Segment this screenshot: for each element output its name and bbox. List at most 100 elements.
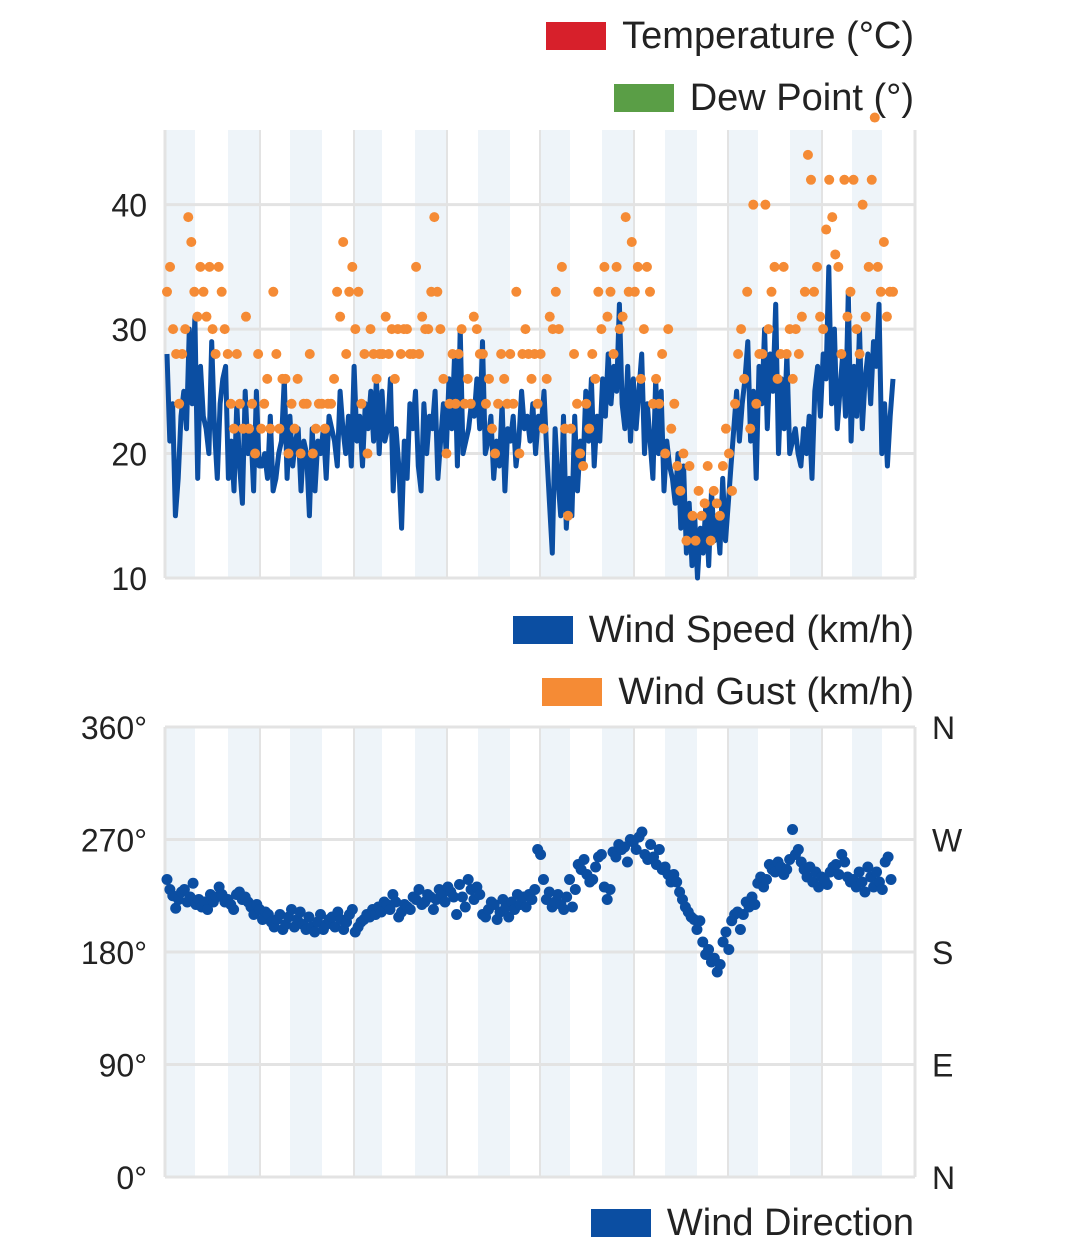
wind-gust-point	[669, 398, 680, 409]
wind-gust-point	[383, 349, 394, 359]
wind-gust-point	[802, 149, 813, 160]
wind-gust-point	[878, 237, 889, 247]
wind-direction-point	[529, 884, 541, 895]
wind-gust-point	[881, 311, 892, 322]
wind-gust-point	[350, 324, 361, 335]
wind-gust-point	[860, 311, 871, 322]
wind-gust-point	[587, 349, 598, 359]
wind-gust-point	[496, 349, 507, 359]
legend-wind-speed[interactable]: Wind Speed (km/h)	[512, 608, 914, 652]
wind-gust-point	[696, 510, 707, 521]
wind-gust-point	[675, 485, 686, 496]
wind-speed-chart: 10 20 30 40	[111, 112, 917, 597]
wind-gust-point	[168, 324, 179, 335]
wind-gust-point	[584, 423, 595, 434]
wind-gust-point	[845, 286, 856, 297]
wind-gust-point	[347, 261, 358, 272]
wind-gust-point	[520, 324, 531, 335]
wind-direction-point	[451, 909, 463, 920]
wind-direction-point	[187, 877, 199, 889]
wind-gust-point	[271, 349, 282, 359]
legend-wind-gust[interactable]: Wind Gust (km/h)	[542, 670, 914, 714]
wind-direction-point	[413, 884, 425, 895]
wind-gust-point	[487, 423, 498, 434]
wind-gust-point	[687, 510, 698, 521]
wind-gust-point	[556, 261, 567, 272]
wind-direction-point	[578, 854, 590, 865]
wind-gust-point	[641, 261, 652, 272]
y-tick-label: 20	[111, 437, 147, 473]
wind-gust-point	[763, 324, 774, 335]
wind-gust-point	[274, 423, 285, 434]
legend-swatch-wind-speed	[512, 616, 573, 644]
wind-gust-point	[681, 535, 692, 546]
wind-gust-point	[815, 311, 826, 322]
wind-direction-point	[274, 909, 286, 920]
wind-gust-point	[477, 349, 488, 359]
wind-gust-point	[468, 311, 479, 322]
wind-gust-point	[684, 461, 695, 471]
legend-dew-point[interactable]: Dew Point (°)	[613, 76, 914, 120]
y-tick-label: 40	[111, 188, 147, 224]
wind-gust-point	[605, 286, 616, 297]
wind-gust-point	[526, 373, 537, 384]
wind-gust-point	[289, 423, 300, 434]
wind-gust-point	[219, 324, 230, 335]
wind-gust-point	[723, 448, 734, 459]
wind-gust-point	[353, 286, 364, 297]
wind-gust-point	[666, 423, 677, 434]
wind-gust-point	[435, 324, 446, 335]
wind-direction-point	[448, 891, 460, 903]
wind-direction-point	[830, 859, 842, 870]
wind-direction-point	[720, 926, 732, 938]
wind-direction-point	[691, 924, 703, 935]
y-tick-label-compass: N	[932, 1160, 955, 1196]
wind-gust-point	[863, 261, 874, 272]
wind-gust-point	[450, 398, 461, 409]
wind-direction-point	[734, 924, 746, 935]
wind-direction-point	[564, 874, 576, 885]
legend-label-wind-speed: Wind Speed (km/h)	[588, 609, 914, 651]
legend-temperature[interactable]: Temperature (°C)	[546, 14, 914, 58]
wind-gust-point	[231, 349, 242, 359]
wind-gust-point	[663, 324, 674, 335]
wind-gust-point	[341, 349, 352, 359]
wind-direction-point	[462, 874, 474, 885]
wind-gust-point	[727, 485, 738, 496]
wind-gust-point	[611, 261, 622, 272]
wind-direction-point	[862, 861, 874, 873]
wind-gust-point	[335, 311, 346, 322]
wind-gust-point	[562, 510, 573, 521]
wind-gust-point	[550, 286, 561, 297]
wind-direction-point	[856, 876, 868, 888]
wind-gust-point	[180, 324, 191, 335]
wind-gust-point	[678, 448, 689, 459]
wind-direction-point	[839, 856, 851, 868]
wind-direction-point	[178, 884, 190, 895]
wind-gust-point	[362, 448, 373, 459]
wind-direction-point	[703, 944, 715, 955]
wind-direction-point	[671, 876, 683, 888]
wind-gust-point	[332, 286, 343, 297]
wind-gust-point	[657, 349, 668, 359]
wind-gust-point	[250, 448, 261, 459]
wind-gust-point	[359, 349, 370, 359]
wind-direction-point	[636, 826, 648, 838]
wind-direction-point	[781, 864, 793, 875]
wind-gust-point	[174, 398, 185, 409]
wind-gust-point	[745, 423, 756, 434]
wind-gust-point	[578, 461, 589, 471]
wind-direction-point	[202, 904, 214, 915]
legend-label-temperature: Temperature (°C)	[622, 15, 914, 57]
wind-gust-point	[292, 373, 303, 384]
wind-gust-point	[572, 398, 583, 409]
wind-gust-point	[453, 349, 464, 359]
wind-gust-point	[635, 373, 646, 384]
wind-gust-point	[186, 237, 197, 247]
wind-gust-point	[778, 261, 789, 272]
wind-gust-point	[344, 286, 355, 297]
legend-wind-direction[interactable]: Wind Direction	[590, 1201, 914, 1245]
wind-direction-point	[566, 901, 578, 913]
wind-gust-point	[401, 324, 412, 335]
wind-gust-point	[259, 398, 270, 409]
